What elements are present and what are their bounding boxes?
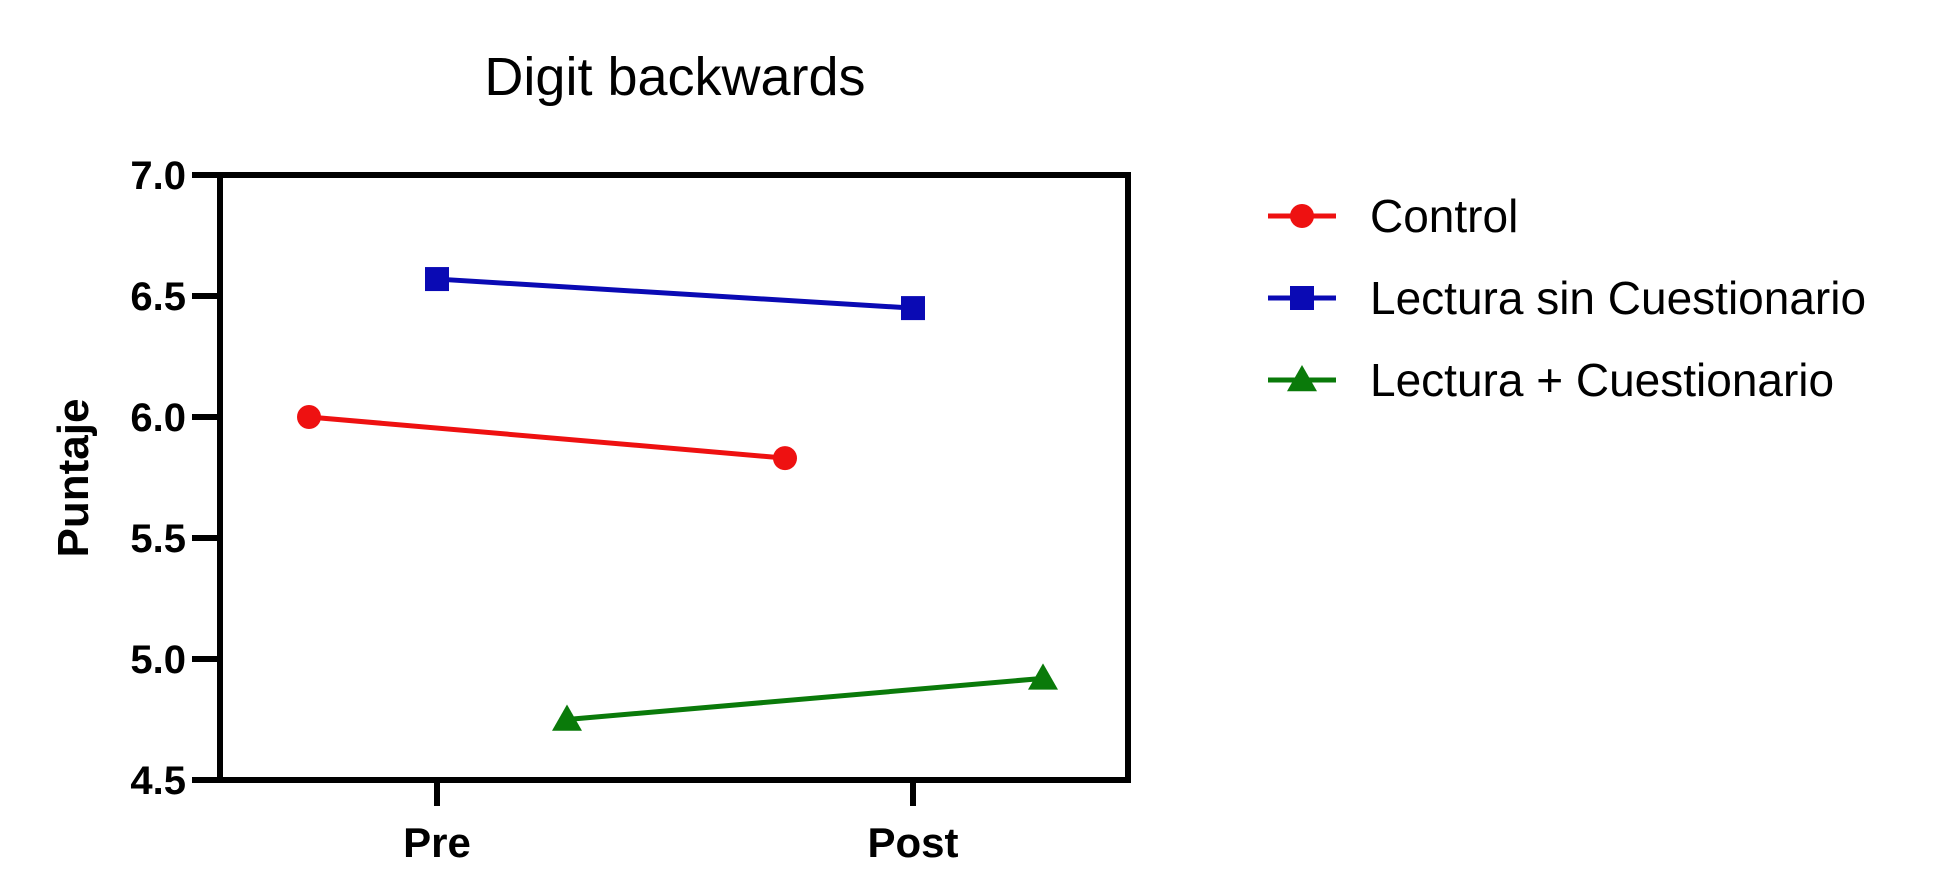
y-tick-label: 5.5 [130, 517, 186, 561]
legend: Control Lectura sin Cuestionario Lectura +… [1268, 190, 1866, 406]
data-point [1028, 663, 1058, 690]
legend-item: Lectura + Cuestionario [1268, 354, 1834, 406]
data-point [297, 405, 321, 429]
legend-label: Lectura + Cuestionario [1370, 354, 1834, 406]
chart-title: Digit backwards [484, 47, 865, 107]
legend-label: Control [1370, 190, 1518, 242]
x-tick-label: Pre [403, 819, 471, 866]
data-point [552, 704, 582, 731]
plot-frame [217, 172, 1131, 783]
data-point [425, 267, 449, 292]
legend-item: Control [1268, 190, 1518, 242]
legend-item: Lectura sin Cuestionario [1268, 272, 1866, 324]
y-axis-label: Puntaje [49, 399, 98, 558]
legend-marker [1290, 204, 1314, 228]
data-point [773, 446, 797, 471]
plot-area: 4.5 5.0 5.5 6.0 6.5 7.0 Pre Post [130, 154, 1131, 866]
y-tick-label: 6.0 [130, 396, 186, 440]
y-tick-label: 4.5 [130, 759, 186, 803]
y-tick-label: 7.0 [130, 154, 186, 198]
x-tick-label: Post [867, 819, 958, 866]
y-tick-label: 5.0 [130, 638, 186, 682]
legend-marker [1290, 286, 1314, 310]
series-line [436, 276, 914, 311]
y-tick-label: 6.5 [130, 275, 186, 319]
data-point [901, 296, 925, 321]
series-line [566, 675, 1044, 722]
series-line [308, 414, 786, 461]
legend-marker [1287, 365, 1317, 392]
legend-label: Lectura sin Cuestionario [1370, 272, 1866, 324]
